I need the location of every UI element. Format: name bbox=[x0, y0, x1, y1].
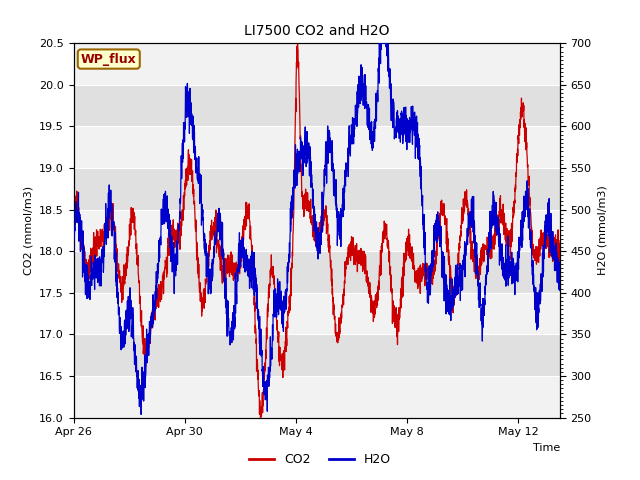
Bar bbox=[74, 43, 560, 85]
Bar bbox=[74, 293, 560, 335]
Title: LI7500 CO2 and H2O: LI7500 CO2 and H2O bbox=[244, 24, 390, 38]
Y-axis label: H2O (mmol/m3): H2O (mmol/m3) bbox=[597, 186, 607, 275]
Bar bbox=[74, 210, 560, 251]
Bar bbox=[74, 126, 560, 168]
X-axis label: Time: Time bbox=[532, 443, 560, 453]
Y-axis label: CO2 (mmol/m3): CO2 (mmol/m3) bbox=[24, 186, 33, 275]
Legend: CO2, H2O: CO2, H2O bbox=[244, 448, 396, 471]
Bar bbox=[74, 376, 560, 418]
Text: WP_flux: WP_flux bbox=[81, 53, 137, 66]
